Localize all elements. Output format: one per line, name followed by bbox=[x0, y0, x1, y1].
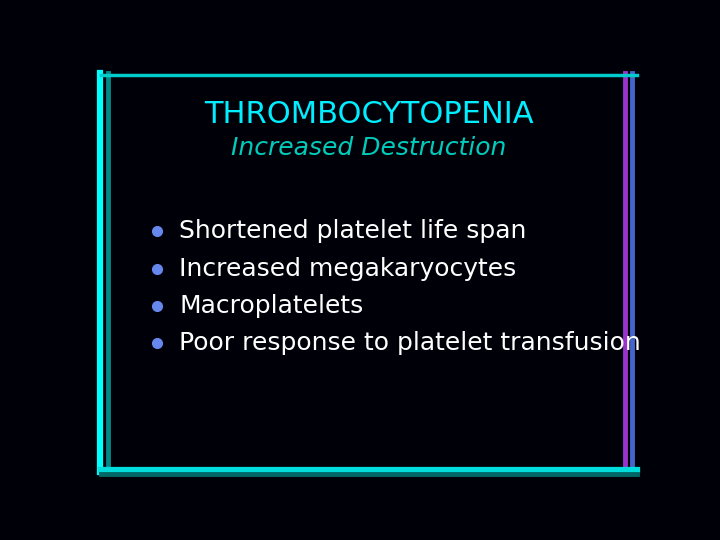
Text: THROMBOCYTOPENIA: THROMBOCYTOPENIA bbox=[204, 100, 534, 129]
Text: Macroplatelets: Macroplatelets bbox=[179, 294, 364, 318]
Text: Increased megakaryocytes: Increased megakaryocytes bbox=[179, 256, 516, 281]
Text: Poor response to platelet transfusion: Poor response to platelet transfusion bbox=[179, 332, 641, 355]
Text: Shortened platelet life span: Shortened platelet life span bbox=[179, 219, 526, 243]
Text: Increased Destruction: Increased Destruction bbox=[231, 136, 507, 160]
